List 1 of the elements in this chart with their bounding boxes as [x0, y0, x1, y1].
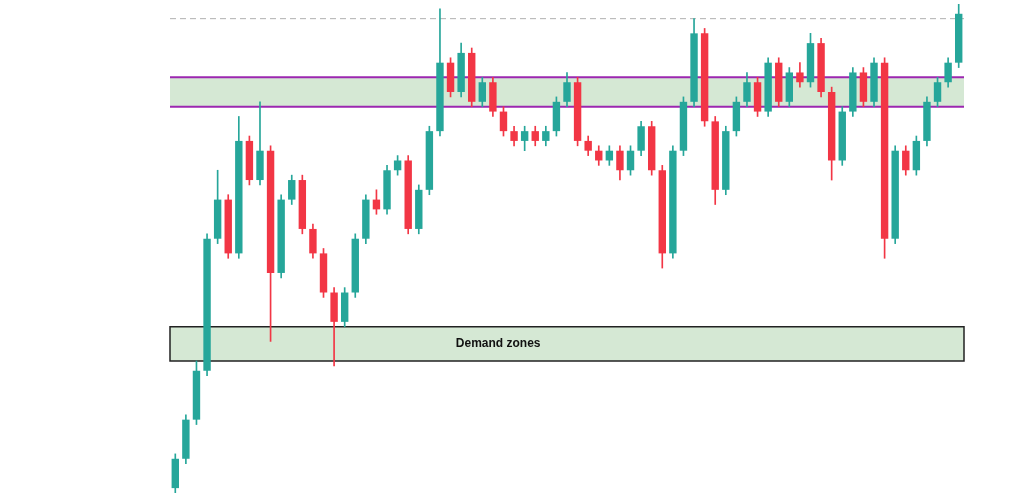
band-label: Demand zones	[455, 336, 541, 351]
